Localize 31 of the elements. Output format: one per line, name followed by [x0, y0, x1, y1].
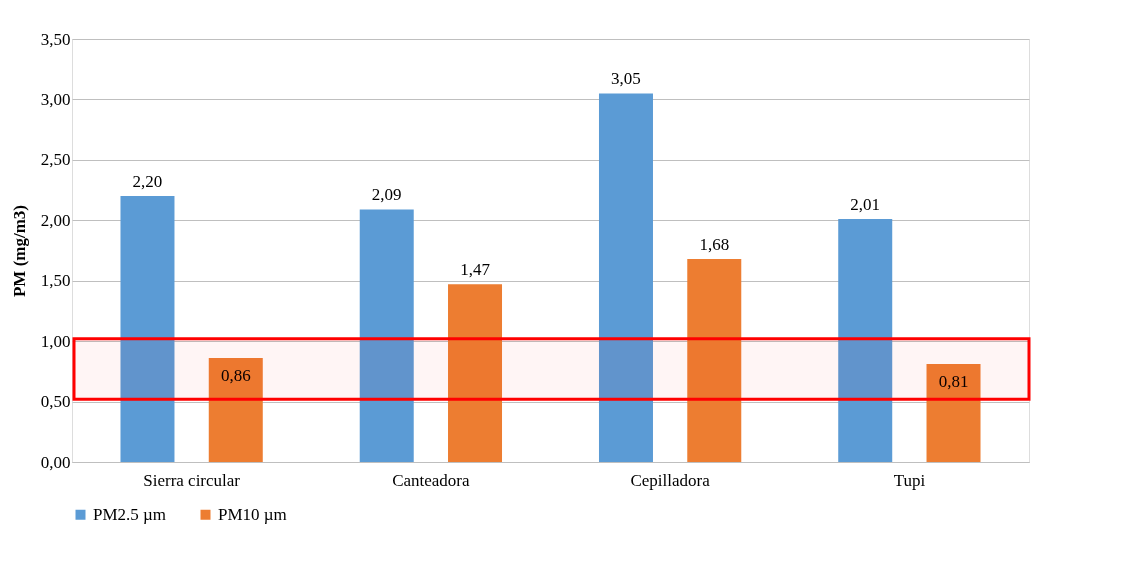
- data-label: 2,20: [132, 172, 163, 192]
- x-tick-label: Cepilladora: [630, 470, 711, 490]
- bar: [120, 196, 175, 462]
- legend-label: PM2.5 µm: [93, 504, 167, 524]
- y-tick-label: 3,00: [40, 89, 71, 109]
- y-axis-title: PM (mg/m3): [9, 204, 29, 298]
- bar: [208, 358, 263, 462]
- y-tick-label: 1,50: [40, 271, 71, 291]
- bar: [838, 219, 893, 462]
- y-tick-label: 3,50: [40, 29, 71, 49]
- y-tick-label: 1,00: [40, 331, 71, 351]
- data-label: 3,05: [611, 69, 641, 89]
- legend-label: PM10 µm: [218, 504, 287, 524]
- y-tick-label: 2,50: [40, 150, 71, 170]
- data-label: 1,68: [699, 234, 730, 254]
- data-label: 0,81: [938, 372, 969, 392]
- x-tick-label: Tupi: [893, 470, 926, 490]
- y-tick-label: 2,00: [40, 210, 71, 230]
- data-label: 1,47: [460, 260, 491, 280]
- bar: [598, 93, 653, 462]
- data-label: 2,01: [850, 195, 881, 215]
- data-label: 0,86: [220, 366, 251, 386]
- x-tick-label: Sierra circular: [143, 470, 241, 490]
- x-tick-label: Canteadora: [392, 470, 471, 490]
- bar: [359, 209, 414, 462]
- bar: [448, 284, 503, 462]
- y-tick-label: 0,50: [40, 392, 71, 412]
- y-tick-label: 0,00: [40, 452, 71, 472]
- bar: [926, 364, 981, 462]
- bar: [687, 258, 742, 462]
- data-label: 2,09: [371, 185, 402, 205]
